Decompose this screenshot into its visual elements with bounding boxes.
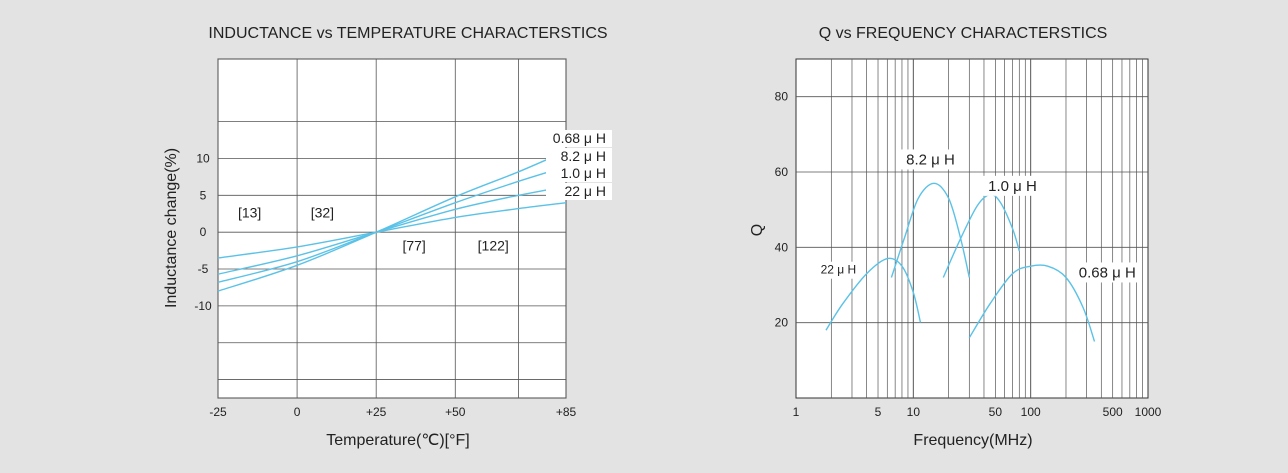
chart-1-title: INDUCTANCE vs TEMPERATURE CHARACTERSTICS <box>208 25 607 42</box>
chart-2-series-line <box>968 264 1096 342</box>
chart-2-x-tick-label: 10 <box>907 405 921 419</box>
chart-2-ylabel: Q <box>749 224 766 236</box>
chart-2-plot-area <box>795 58 1149 399</box>
chart-1-x-tick-label: +85 <box>556 405 577 419</box>
chart-2-label-bg <box>816 261 861 279</box>
chart-2-x-tick-label: 100 <box>1021 405 1041 419</box>
chart-1-annotation: [13] <box>238 204 261 220</box>
chart-2-xlabel: Frequency(MHz) <box>913 432 1032 449</box>
chart-2-x-tick-label: 50 <box>989 405 1003 419</box>
chart-2-series-label: 0.68 μ H <box>1079 264 1136 281</box>
chart-2-series-label: 8.2 μ H <box>906 151 955 168</box>
chart-2-series-line <box>825 257 922 331</box>
chart-1-series-line <box>217 150 567 292</box>
chart-1-ylabel: Inductance change(%) <box>163 148 180 308</box>
chart-1-legend-bg <box>546 183 612 200</box>
chart-2-title: Q vs FREQUENCY CHARACTERSTICS <box>819 25 1108 42</box>
chart-1-x-tick-label: +50 <box>445 405 466 419</box>
chart-1-series-line <box>217 185 567 275</box>
chart-1-y-tick-label: 5 <box>200 188 207 202</box>
chart-1-annotation: [32] <box>311 204 334 220</box>
chart-2-label-bg <box>982 175 1043 196</box>
chart-1-series-label: 22 μ H <box>564 183 606 199</box>
chart-1-x-tick-label: +25 <box>366 405 387 419</box>
chart-2-series-label: 22 μ H <box>821 263 857 277</box>
chart-1-legend-bg <box>546 130 612 147</box>
chart-2-plot: 1 5 10 50 100 500 1000 80 60 40 20 8.2 μ H 1.0 μ H 22… <box>775 58 1162 419</box>
chart-1-series-line <box>217 165 567 283</box>
chart-2-y-tick-label: 60 <box>775 165 789 179</box>
chart-1-annotation: [77] <box>402 238 425 254</box>
chart-1-y-tick-label: 0 <box>200 225 207 239</box>
chart-1-y-tick-label: -10 <box>194 299 212 313</box>
chart-1-xlabel: Temperature(℃)[°F] <box>326 432 470 449</box>
chart-1-x-tick-label: 0 <box>294 405 301 419</box>
chart-1-plot: -25 0 +25 +50 +85 10 5 0 -5 -10 [13] [32] [77] [122] 0… <box>194 58 612 419</box>
chart-1-series-line <box>217 202 567 259</box>
chart-2-series-line <box>890 182 970 278</box>
chart-1-series-label: 0.68 μ H <box>553 130 606 146</box>
chart-1-series-label: 8.2 μ H <box>561 148 606 164</box>
chart-2-y-tick-label: 80 <box>775 90 789 104</box>
chart-2-series-label: 1.0 μ H <box>988 178 1037 195</box>
chart-1-y-tick-label: -5 <box>198 262 209 276</box>
chart-1-series-label: 1.0 μ H <box>561 165 606 181</box>
chart-2-label-bg <box>1073 262 1142 283</box>
chart-2-x-tick-label: 500 <box>1103 405 1123 419</box>
chart-1-legend-bg <box>546 148 612 165</box>
chart-2-x-tick-label: 1 <box>793 405 800 419</box>
chart-2-y-tick-label: 40 <box>775 240 789 254</box>
chart-2-x-tick-label: 1000 <box>1135 405 1162 419</box>
chart-2-x-tick-label: 5 <box>875 405 882 419</box>
chart-2-y-tick-label: 20 <box>775 316 789 330</box>
chart-1-x-tick-label: -25 <box>209 405 227 419</box>
chart-1-legend-bg <box>546 165 612 182</box>
chart-2-label-bg <box>900 149 961 170</box>
chart-1-y-tick-label: 10 <box>196 151 210 165</box>
chart-1-annotation: [122] <box>478 238 509 254</box>
